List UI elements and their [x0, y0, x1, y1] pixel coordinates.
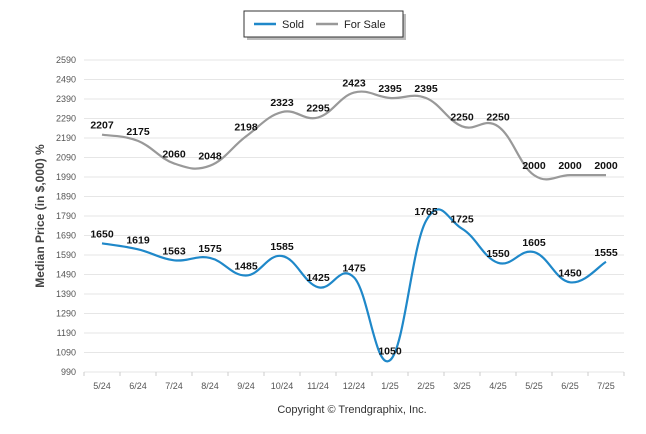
data-label-sold: 1050	[378, 345, 402, 357]
x-tick-label: 5/24	[93, 381, 111, 391]
data-label-for-sale: 2395	[414, 83, 438, 95]
data-label-for-sale: 2250	[486, 111, 510, 123]
y-tick-label: 2090	[56, 153, 76, 163]
grid	[84, 59, 624, 373]
data-label-for-sale: 2000	[522, 160, 546, 172]
x-tick-label: 9/24	[237, 381, 255, 391]
data-labels: 1650 1619 1563 1575 1485 1585 1425 1475 1050 1765…	[90, 78, 618, 358]
y-tick-label: 1390	[56, 289, 76, 299]
data-label-sold: 1605	[522, 237, 546, 249]
y-tick-label: 1990	[56, 172, 76, 182]
data-label-sold: 1555	[594, 247, 618, 259]
x-tick-label: 3/25	[453, 381, 471, 391]
x-tick-label: 2/25	[417, 381, 435, 391]
data-label-for-sale: 2060	[162, 148, 186, 160]
y-tick-label: 1590	[56, 250, 76, 260]
data-label-for-sale: 2000	[594, 160, 618, 172]
legend: Sold For Sale	[243, 10, 406, 40]
copyright-text: Copyright © Trendgraphix, Inc.	[277, 404, 426, 416]
axes: 990 1090 1190 1290 1390 1490 1590 1690 1790 1890 1…	[56, 55, 625, 391]
x-tick-label: 11/24	[307, 381, 329, 391]
data-label-for-sale: 2198	[234, 121, 258, 133]
y-axis-title: Median Price (in $,000) %	[33, 144, 47, 288]
y-tick-label: 2290	[56, 114, 76, 124]
series-line-sold	[101, 208, 607, 363]
data-label-sold: 1575	[198, 243, 222, 255]
x-tick-label: 12/24	[343, 381, 366, 391]
data-label-for-sale: 2423	[342, 78, 366, 90]
data-label-for-sale: 2207	[90, 120, 114, 132]
data-label-sold: 1550	[486, 248, 510, 260]
data-label-sold: 1765	[414, 206, 438, 218]
data-label-for-sale: 2323	[270, 97, 294, 109]
data-label-sold: 1485	[234, 260, 258, 272]
data-label-sold: 1563	[162, 245, 186, 257]
series-lines	[101, 90, 607, 363]
series-line-for-sale	[101, 90, 606, 181]
y-tick-label: 1890	[56, 192, 76, 202]
data-label-sold: 1425	[306, 272, 330, 284]
x-tick-label: 10/24	[271, 381, 294, 391]
legend-label-sold: Sold	[282, 19, 304, 31]
y-tick-label: 2590	[56, 55, 76, 65]
data-label-for-sale: 2395	[378, 83, 402, 95]
y-tick-label: 1490	[56, 270, 76, 280]
y-tick-label: 1790	[56, 211, 76, 221]
legend-label-for-sale: For Sale	[344, 19, 386, 31]
x-tick-label: 7/25	[597, 381, 615, 391]
data-label-sold: 1619	[126, 234, 150, 246]
data-label-for-sale: 2250	[450, 111, 474, 123]
y-tick-label: 1190	[57, 328, 76, 338]
data-label-sold: 1725	[450, 214, 474, 226]
data-label-for-sale: 2295	[306, 103, 330, 115]
x-tick-label: 5/25	[525, 381, 543, 391]
y-tick-label: 2490	[56, 75, 76, 85]
y-tick-label: 990	[61, 367, 76, 377]
y-tick-label: 2190	[56, 133, 76, 143]
x-tick-label: 8/24	[201, 381, 219, 391]
data-label-for-sale: 2175	[126, 126, 150, 138]
y-tick-label: 1690	[56, 231, 76, 241]
data-label-sold: 1475	[342, 262, 366, 274]
y-tick-label: 1090	[56, 348, 76, 358]
y-tick-label: 2390	[56, 94, 76, 104]
x-tick-label: 4/25	[489, 381, 507, 391]
x-tick-label: 7/24	[165, 381, 183, 391]
data-label-sold: 1585	[270, 241, 294, 253]
data-label-sold: 1450	[558, 267, 582, 279]
data-label-for-sale: 2048	[198, 151, 222, 163]
x-tick-label: 1/25	[381, 381, 399, 391]
y-tick-label: 1290	[56, 309, 76, 319]
x-tick-label: 6/25	[561, 381, 579, 391]
x-tick-label: 6/24	[129, 381, 147, 391]
data-label-sold: 1650	[90, 228, 114, 240]
data-label-for-sale: 2000	[558, 160, 582, 172]
